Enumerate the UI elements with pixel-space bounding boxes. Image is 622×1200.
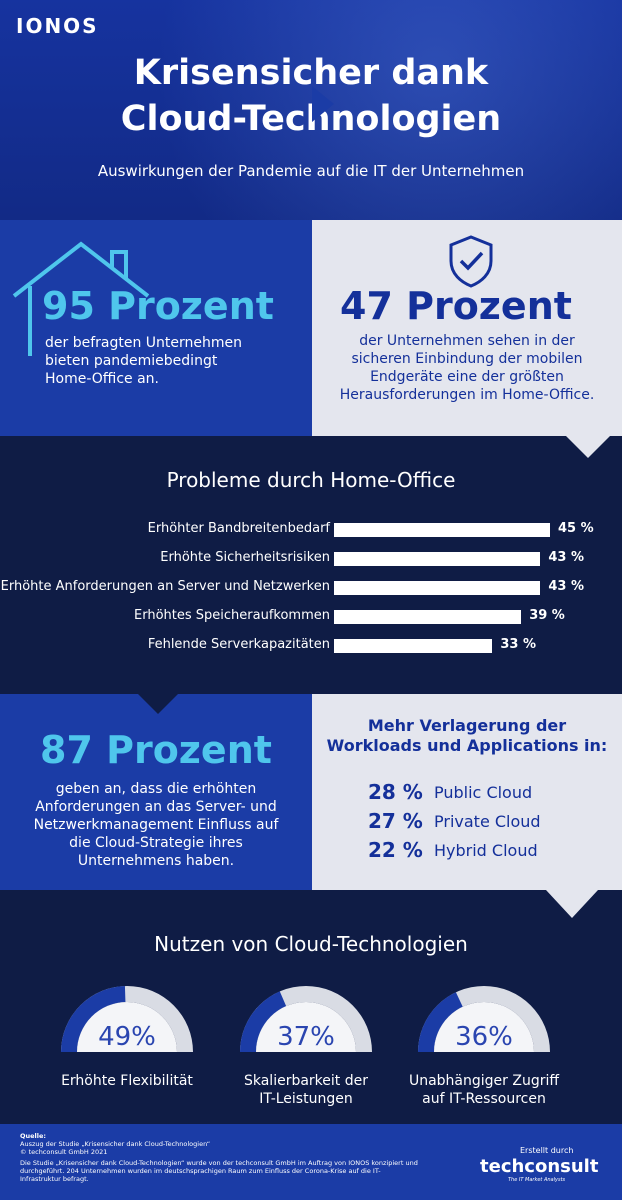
cloud-label: Private Cloud <box>434 812 541 831</box>
bar-row: Fehlende Serverkapazitäten 33 % <box>0 636 622 656</box>
stat-87-text: geben an, dass die erhöhten Anforderunge… <box>33 781 279 869</box>
source-line: © techconsult GmbH 2021 <box>20 1148 108 1156</box>
gauge-chart <box>61 986 193 1052</box>
header: IONOS Krisensicher dank Cloud-Technologi… <box>0 0 622 220</box>
cloud-item-public: 28 % Public Cloud <box>368 780 618 806</box>
home-office-panel <box>0 220 312 436</box>
bar-category-label: Erhöhter Bandbreitenbedarf <box>147 521 330 536</box>
bar-category-label: Erhöhte Anforderungen an Server und Netz… <box>0 579 330 594</box>
mobile-devices-panel <box>312 220 622 436</box>
bar-category-label: Erhöhtes Speicheraufkommen <box>134 608 330 623</box>
cloud-pct: 28 % <box>368 780 423 804</box>
stat-95-headline: 95 Prozent <box>42 284 274 328</box>
cloud-label: Public Cloud <box>434 783 533 802</box>
cloud-item-hybrid: 22 % Hybrid Cloud <box>368 838 618 864</box>
server-management-panel <box>0 694 312 890</box>
gauge-label: Unabhängiger Zugriff auf IT-Ressourcen <box>408 1073 560 1107</box>
source-note: Quelle: Auszug der Studie „Krisensicher … <box>20 1132 420 1183</box>
gauge-value: 49% <box>98 1022 156 1052</box>
ionos-logo: IONOS <box>16 14 99 38</box>
bar-value-label: 43 % <box>548 579 585 594</box>
gauge-chart <box>240 986 372 1052</box>
chart-title: Probleme durch Home-Office <box>166 468 456 492</box>
stats-section-1 <box>0 220 622 436</box>
techconsult-logo: techconsult <box>480 1156 599 1177</box>
stat-47-text: der Unternehmen sehen in der sicheren Ei… <box>339 333 595 403</box>
cloud-label: Hybrid Cloud <box>434 841 538 860</box>
cloud-pct: 27 % <box>368 809 423 833</box>
source-heading: Quelle: <box>20 1132 47 1140</box>
bar <box>334 552 541 566</box>
benefits-title: Nutzen von Cloud-Technologien <box>154 932 468 956</box>
gauge-value: 37% <box>277 1022 335 1052</box>
cloud-pct: 22 % <box>368 838 423 862</box>
gauge-center <box>256 1002 356 1052</box>
bar-category-label: Fehlende Serverkapazitäten <box>147 637 330 652</box>
page-subtitle: Auswirkungen der Pandemie auf die IT der… <box>97 162 525 180</box>
bar-category-label: Erhöhte Sicherheitsrisiken <box>160 550 330 565</box>
bar <box>334 610 522 624</box>
section-notch <box>138 694 178 714</box>
gauge-label: Skalierbarkeit der IT-Leistungen <box>243 1073 368 1107</box>
bar <box>334 581 541 595</box>
bar-row: Erhöhte Anforderungen an Server und Netz… <box>0 578 622 598</box>
gauge-center <box>434 1002 534 1052</box>
footer <box>0 1124 622 1200</box>
stats-section-3 <box>0 694 622 890</box>
bar-value-label: 39 % <box>529 608 565 623</box>
source-line: Auszug der Studie „Krisensicher dank Clo… <box>20 1140 211 1148</box>
bar <box>334 639 493 653</box>
gauge-fill <box>418 992 463 1052</box>
workloads-panel <box>312 694 622 890</box>
stat-95-text: der befragten Unternehmen bieten pandemi… <box>45 335 242 387</box>
study-description: Die Studie „Krisensicher dank Cloud-Tech… <box>20 1159 418 1183</box>
panel-arrow <box>312 86 334 122</box>
bar-row: Erhöhtes Speicheraufkommen 39 % <box>0 607 622 627</box>
gauge-center <box>77 1002 177 1052</box>
page-title: Krisensicher dank Cloud-Technologien <box>120 53 502 139</box>
gauge-value: 36% <box>455 1022 513 1052</box>
workloads-title: Mehr Verlagerung der Workloads und Appli… <box>326 716 608 755</box>
section-notch <box>566 436 610 458</box>
gauge-fill <box>61 986 126 1052</box>
created-by-label: Erstellt durch <box>520 1146 574 1155</box>
cloud-item-private: 27 % Private Cloud <box>368 809 618 835</box>
stat-87-headline: 87 Prozent <box>40 728 272 772</box>
bar-value-label: 43 % <box>548 550 585 565</box>
bar-row: Erhöhte Sicherheitsrisiken 43 % <box>0 549 622 569</box>
shield-check-icon <box>449 235 493 288</box>
gauge-label: Erhöhte Flexibilität <box>61 1073 193 1089</box>
house-icon <box>12 241 150 356</box>
bar-row: Erhöhter Bandbreitenbedarf 45 % <box>0 520 622 540</box>
techconsult-tagline: The IT Market Analysts <box>508 1177 566 1183</box>
bar-value-label: 33 % <box>500 637 537 652</box>
bar <box>334 523 550 537</box>
gauge-fill <box>240 991 287 1052</box>
stat-47-headline: 47 Prozent <box>340 284 572 328</box>
gauge-chart <box>418 986 550 1052</box>
section-notch <box>546 890 598 918</box>
bar-value-label: 45 % <box>558 521 594 536</box>
